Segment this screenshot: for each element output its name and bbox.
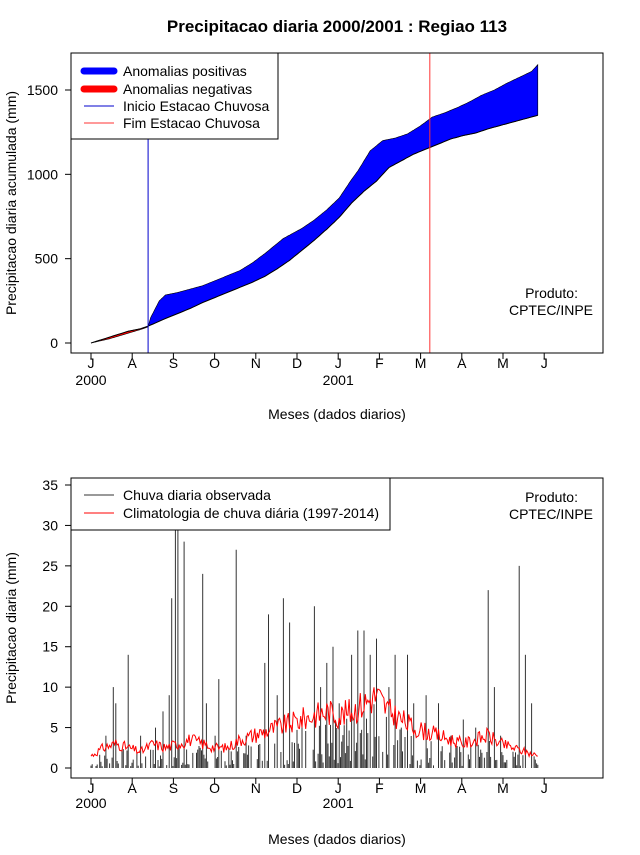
x-tick-label: J	[335, 355, 342, 371]
x-tick-label: N	[251, 355, 261, 371]
x-tick-label: M	[497, 780, 509, 796]
legend-item-end: Fim Estacao Chuvosa	[123, 115, 260, 131]
x-tick-label: J	[541, 355, 548, 371]
legend-item-positive: Anomalias positivas	[123, 63, 247, 79]
y-tick-label: 1000	[27, 166, 58, 182]
y-tick-label: 500	[35, 251, 59, 267]
legend-item-climatology: Climatologia de chuva diária (1997-2014)	[123, 505, 379, 521]
x-tick-label: J	[335, 780, 342, 796]
x-tick-label: M	[415, 780, 427, 796]
x-tick-label: S	[169, 780, 178, 796]
year-label: 2000	[75, 372, 106, 388]
legend-bottom: Chuva diaria observada Climatologia de c…	[70, 477, 391, 531]
climatology-line	[90, 687, 538, 758]
x-tick-label: A	[128, 780, 138, 796]
y-tick-label: 20	[42, 598, 58, 614]
x-tick-label: A	[457, 355, 467, 371]
x-tick-label: N	[251, 780, 261, 796]
year-label: 2000	[75, 795, 106, 811]
legend-item-onset: Inicio Estacao Chuvosa	[123, 98, 270, 114]
x-tick-label: M	[497, 355, 509, 371]
year-label: 2001	[323, 795, 354, 811]
y-tick-label: 10	[42, 679, 58, 695]
x-tick-label: O	[209, 355, 220, 371]
legend-item-observed: Chuva diaria observada	[123, 487, 271, 503]
x-tick-label: F	[375, 780, 384, 796]
y-tick-label: 35	[42, 477, 58, 493]
x-tick-label: F	[375, 355, 384, 371]
credit-top-2: CPTEC/INPE	[509, 302, 593, 318]
y-axis-label-bottom: Precipitacao diaria (mm)	[3, 552, 19, 704]
x-tick-label: D	[292, 355, 302, 371]
chart-title: Precipitacao diaria 2000/2001 : Regiao 1…	[167, 17, 507, 36]
legend-item-negative: Anomalias negativas	[123, 81, 252, 97]
legend-box-bottom	[70, 477, 391, 531]
x-axis-label-bottom: Meses (dados diarios)	[268, 831, 406, 847]
credit-top-1: Produto:	[525, 285, 578, 301]
x-tick-label: S	[169, 355, 178, 371]
x-tick-label: O	[209, 780, 220, 796]
y-tick-label: 15	[42, 639, 58, 655]
y-tick-label: 30	[42, 517, 58, 533]
y-tick-label: 0	[50, 760, 58, 776]
x-tick-label: A	[128, 355, 138, 371]
y-axis-label-top: Precipitacao diaria acumulada (mm)	[3, 91, 19, 315]
y-tick-label: 1500	[27, 82, 58, 98]
credit-bottom-1: Produto:	[525, 489, 578, 505]
y-tick-label: 5	[50, 720, 58, 736]
legend-box-top	[70, 52, 279, 140]
x-tick-label: J	[541, 780, 548, 796]
legend-top: Anomalias positivas Anomalias negativas …	[70, 52, 279, 140]
x-tick-label: A	[457, 780, 467, 796]
x-tick-label: D	[292, 780, 302, 796]
x-axis-label-top: Meses (dados diarios)	[268, 406, 406, 422]
climatology-cumulative-line	[90, 114, 538, 344]
x-tick-label: J	[88, 780, 95, 796]
x-tick-label: J	[88, 355, 95, 371]
y-tick-label: 25	[42, 558, 58, 574]
year-label: 2001	[323, 372, 354, 388]
credit-bottom-2: CPTEC/INPE	[509, 506, 593, 522]
x-tick-label: M	[415, 355, 427, 371]
y-tick-label: 0	[50, 335, 58, 351]
